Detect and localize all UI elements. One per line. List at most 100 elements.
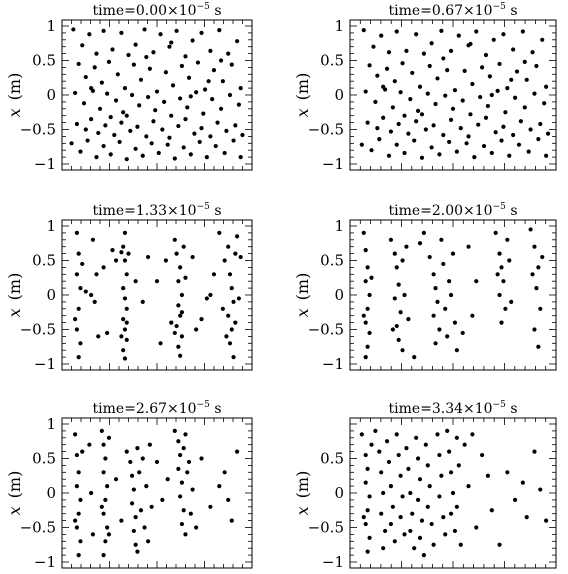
data-point xyxy=(76,251,81,256)
data-point xyxy=(392,539,397,544)
data-point xyxy=(74,327,79,332)
data-point xyxy=(186,75,192,80)
data-point xyxy=(122,356,128,361)
data-point xyxy=(365,120,370,125)
data-point xyxy=(204,155,209,160)
data-point xyxy=(406,317,411,322)
data-point xyxy=(460,98,465,103)
data-point xyxy=(197,139,202,145)
data-point xyxy=(388,237,394,242)
data-point xyxy=(119,250,124,255)
data-point xyxy=(96,130,101,136)
panel-1: 1 0.5 0 −0.5 −1 x (m) time=0.00×10−5 s xyxy=(5,2,253,173)
data-point xyxy=(235,39,240,44)
title-exponent: −5 xyxy=(493,2,507,12)
data-point xyxy=(419,112,425,117)
data-point xyxy=(96,334,101,339)
data-point xyxy=(495,272,500,277)
data-point xyxy=(126,251,131,256)
data-point xyxy=(365,508,370,513)
title-unit: s xyxy=(210,401,222,417)
panel-5: 1 0.5 0 −0.5 −1 x (m) time=2.67×10−5 s xyxy=(5,400,253,571)
data-point xyxy=(188,152,193,157)
data-point xyxy=(415,108,421,113)
data-point xyxy=(400,258,405,263)
data-point xyxy=(544,84,549,89)
data-point xyxy=(89,292,94,298)
data-point xyxy=(74,230,79,235)
data-point xyxy=(144,484,149,489)
data-point xyxy=(85,138,90,143)
data-point xyxy=(369,148,374,153)
data-point xyxy=(194,90,199,95)
data-point xyxy=(103,123,108,128)
data-point xyxy=(131,62,136,67)
data-point xyxy=(165,142,170,147)
y-axis-symbol: x xyxy=(293,506,312,515)
data-point xyxy=(520,480,525,485)
data-point xyxy=(188,511,193,516)
data-point xyxy=(74,525,79,530)
data-point xyxy=(90,237,96,242)
y-tick-label: −1 xyxy=(322,155,344,173)
data-point xyxy=(78,149,83,154)
y-tick-label: −1 xyxy=(34,355,56,373)
data-point xyxy=(429,521,434,527)
data-point xyxy=(233,251,238,256)
data-point xyxy=(388,129,394,134)
data-point xyxy=(485,103,491,109)
data-point xyxy=(414,119,419,124)
data-point xyxy=(235,234,240,239)
data-point xyxy=(199,317,204,322)
data-point xyxy=(211,68,217,73)
data-point xyxy=(154,89,160,94)
data-point xyxy=(121,244,126,249)
data-point xyxy=(99,428,104,433)
data-point xyxy=(92,299,97,304)
panel-title: time=2.67×10−5 s xyxy=(92,400,221,417)
data-point xyxy=(129,501,135,506)
data-point xyxy=(208,292,213,298)
data-point xyxy=(76,511,81,516)
data-point xyxy=(224,128,229,133)
data-point xyxy=(181,508,186,513)
data-point xyxy=(522,105,527,110)
data-point xyxy=(437,327,442,332)
data-point xyxy=(359,432,364,437)
y-tick-label: −0.5 xyxy=(308,519,344,537)
data-point xyxy=(474,279,479,284)
data-point xyxy=(138,508,144,513)
data-point xyxy=(400,494,405,499)
data-point xyxy=(365,265,370,270)
data-point xyxy=(437,494,442,499)
y-axis-unit: (m) xyxy=(5,73,24,101)
data-point xyxy=(431,123,436,128)
data-point xyxy=(194,525,199,530)
y-tick-label: 0 xyxy=(46,286,56,304)
data-point xyxy=(379,511,384,516)
data-point xyxy=(206,79,211,84)
data-point xyxy=(202,87,208,92)
data-point xyxy=(456,463,461,468)
data-point xyxy=(101,511,106,516)
data-point xyxy=(381,546,386,551)
data-point xyxy=(169,113,174,118)
data-point xyxy=(94,51,99,56)
y-tick-label: −0.5 xyxy=(20,519,56,537)
data-point xyxy=(458,126,463,131)
data-point xyxy=(396,452,401,458)
data-point xyxy=(429,41,434,46)
data-point xyxy=(542,101,547,106)
data-point xyxy=(478,94,483,100)
data-point xyxy=(431,542,436,547)
data-point xyxy=(153,108,158,113)
data-point xyxy=(181,244,186,249)
data-point xyxy=(73,90,78,96)
data-point xyxy=(154,279,160,284)
data-point xyxy=(236,102,241,107)
y-axis-symbol: x xyxy=(5,506,24,515)
data-point xyxy=(419,155,425,160)
data-point xyxy=(124,449,129,454)
panel-title: time=1.33×10−5 s xyxy=(92,202,221,219)
data-point xyxy=(213,143,218,149)
